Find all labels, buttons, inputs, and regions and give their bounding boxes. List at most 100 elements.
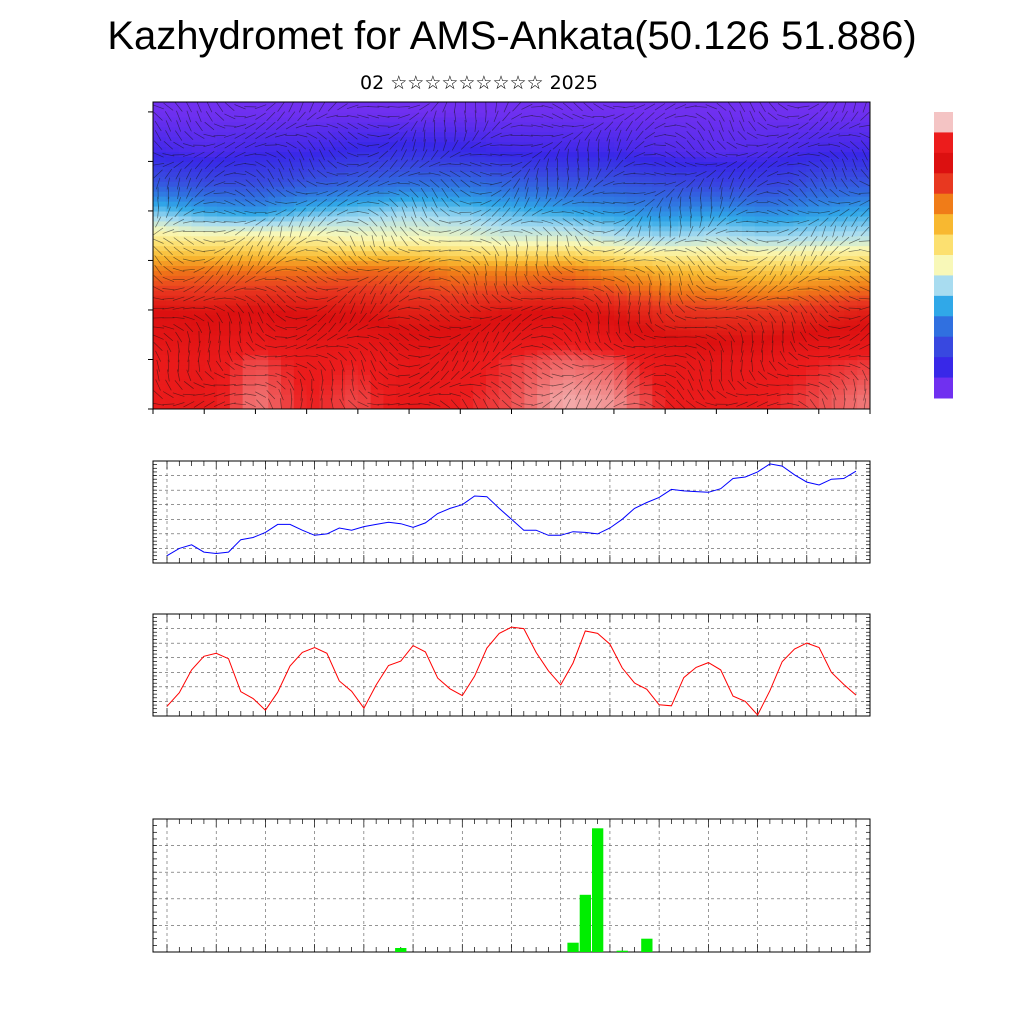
heatmap-cell (165, 156, 180, 163)
heatmap-cell (703, 399, 717, 405)
heatmap-cell (844, 389, 858, 395)
wind-vector (736, 276, 748, 283)
heatmap-cell (204, 126, 218, 133)
wind-vector (851, 226, 858, 238)
wind-vector (729, 177, 735, 190)
heatmap-cell (165, 295, 180, 301)
wind-vector (686, 179, 696, 189)
heatmap-cell (844, 374, 858, 380)
heatmap-cell (485, 121, 500, 128)
heatmap-cell (255, 305, 269, 311)
heatmap-cell (754, 265, 769, 271)
wind-vector (705, 151, 717, 158)
heatmap-cell (780, 300, 794, 306)
heatmap-cell (229, 176, 244, 182)
heatmap-cell (575, 121, 589, 128)
wind-vector (295, 200, 308, 206)
heatmap-cell (383, 275, 397, 281)
wind-vector (346, 267, 359, 273)
wind-vector (247, 254, 253, 267)
heatmap-cell (332, 384, 346, 390)
wind-vector (607, 139, 610, 152)
heatmap-cell (677, 215, 692, 222)
heatmap-cell (626, 181, 641, 187)
heatmap-cell (601, 215, 615, 222)
heatmap-cell (575, 369, 589, 375)
wind-vector (654, 122, 666, 130)
heatmap-cell (703, 344, 717, 351)
heatmap-cell (831, 215, 845, 222)
heatmap-cell (537, 349, 551, 356)
heatmap-cell (319, 126, 333, 133)
heatmap-cell (332, 121, 346, 128)
wind-vector (153, 286, 164, 293)
heatmap-cell (805, 364, 820, 370)
wind-vector (357, 132, 369, 139)
heatmap-cell (485, 225, 500, 232)
heatmap-cell (831, 166, 845, 172)
heatmap-cell (665, 161, 679, 167)
heatmap-cell (345, 106, 359, 113)
wind-vector (440, 150, 450, 160)
heatmap-cell (229, 260, 244, 266)
wind-vector (573, 227, 584, 236)
heatmap-cell (421, 404, 436, 409)
heatmap-cell (434, 131, 449, 138)
wind-vector (347, 285, 358, 294)
wind-vector (297, 207, 306, 218)
heatmap-cell (447, 136, 461, 143)
heatmap-cell (831, 354, 845, 361)
wind-vector (347, 228, 359, 235)
heatmap-cell (191, 171, 205, 177)
heatmap-cell (588, 369, 602, 375)
heatmap-cell (370, 290, 385, 296)
wind-vector (153, 140, 163, 150)
heatmap-cell (332, 176, 346, 182)
heatmap-cell (319, 399, 333, 405)
heatmap-cell (741, 319, 756, 326)
heatmap-cell (805, 404, 820, 409)
wind-vector (582, 228, 594, 235)
wind-vector (469, 239, 482, 243)
heatmap-cell (703, 280, 717, 286)
heatmap-cell (434, 186, 449, 192)
heatmap-cell (370, 126, 385, 133)
heatmap-cell (498, 339, 513, 346)
heatmap-cell (767, 116, 781, 123)
heatmap-cell (178, 399, 193, 405)
heatmap-cell (217, 156, 231, 163)
wind-vector (790, 264, 797, 276)
heatmap-cell (178, 349, 193, 356)
heatmap-cell (793, 191, 807, 197)
heatmap-cell (549, 369, 564, 375)
heatmap-cell (447, 111, 461, 118)
heatmap-cell (178, 126, 193, 133)
wind-vector (800, 254, 807, 266)
heatmap-cell (831, 369, 845, 375)
wind-vector (347, 141, 358, 149)
wind-vector (841, 111, 848, 122)
heatmap-cell (639, 275, 653, 281)
heatmap-cell (575, 285, 589, 291)
wind-vector (562, 102, 573, 111)
heatmap-cell (793, 102, 807, 108)
wind-vector (418, 297, 431, 300)
heatmap-cell (741, 404, 756, 409)
heatmap-cell (601, 126, 615, 133)
heatmap-cell (639, 324, 653, 331)
heatmap-cell (447, 210, 461, 217)
heatmap-cell (652, 255, 666, 262)
heatmap-cell (665, 151, 679, 158)
heatmap-cell (242, 126, 257, 133)
heatmap-cell (652, 305, 666, 311)
heatmap-cell (537, 354, 551, 361)
heatmap-cell (165, 364, 180, 370)
heatmap-cell (524, 141, 538, 148)
heatmap-cell (805, 235, 820, 242)
wind-vector (677, 187, 684, 199)
heatmap-cell (153, 354, 167, 361)
wind-vector (256, 178, 265, 189)
heatmap-cell (549, 186, 564, 192)
heatmap-cell (255, 270, 269, 276)
heatmap-cell (345, 230, 359, 237)
